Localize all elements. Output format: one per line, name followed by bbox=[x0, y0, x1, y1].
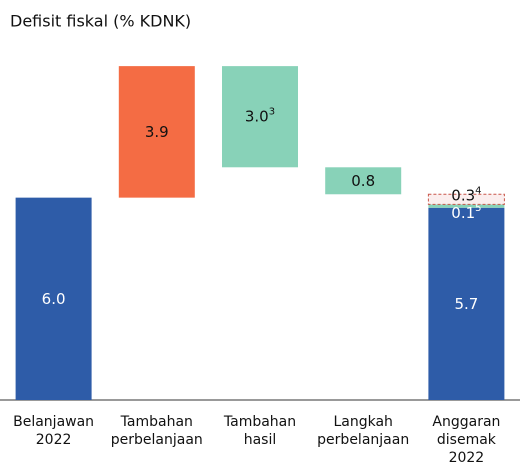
x-tick-label: Tambahan bbox=[223, 414, 296, 430]
x-tick-label: 2022 bbox=[36, 432, 72, 448]
chart-title: Defisit fiskal (% KDNK) bbox=[10, 12, 191, 31]
label-value: 6.0 bbox=[42, 289, 66, 307]
data-label: 0.8 bbox=[351, 171, 375, 189]
bar-segment bbox=[15, 197, 92, 400]
bar-segment bbox=[222, 66, 298, 168]
label-value: 0.1 bbox=[451, 203, 475, 221]
x-tick-label: Langkah bbox=[333, 414, 392, 430]
bar-segment bbox=[118, 66, 195, 198]
data-label: 6.0 bbox=[42, 289, 66, 307]
data-label: 3.03 bbox=[245, 107, 275, 126]
bar-segment bbox=[428, 204, 505, 208]
label-note: 3 bbox=[269, 107, 275, 118]
bar-segment bbox=[325, 167, 402, 195]
data-label: 3.9 bbox=[145, 122, 169, 140]
bar-segment bbox=[427, 193, 505, 205]
label-value: 3.0 bbox=[245, 107, 269, 125]
bar-segment bbox=[428, 207, 505, 400]
label-value: 0.3 bbox=[451, 186, 475, 204]
x-tick-label: perbelanjaan bbox=[317, 432, 409, 448]
x-tick-label: Anggaran bbox=[432, 414, 500, 430]
x-tick-label: Tambahan bbox=[120, 414, 193, 430]
x-tick-label: disemak bbox=[437, 432, 497, 448]
label-value: 3.9 bbox=[145, 122, 169, 140]
x-tick-label: perbelanjaan bbox=[111, 432, 203, 448]
label-value: 5.7 bbox=[454, 294, 478, 312]
label-note: 4 bbox=[475, 185, 481, 196]
x-tick-label: hasil bbox=[244, 432, 277, 448]
data-label: 5.7 bbox=[454, 294, 478, 312]
label-value: 0.8 bbox=[351, 171, 375, 189]
x-tick-label: 2022 bbox=[449, 450, 485, 465]
label-note: 5 bbox=[475, 203, 481, 214]
data-label: 0.34 bbox=[451, 185, 481, 204]
data-label: 0.15 bbox=[451, 203, 481, 222]
x-tick-label: Belanjawan bbox=[13, 414, 94, 430]
